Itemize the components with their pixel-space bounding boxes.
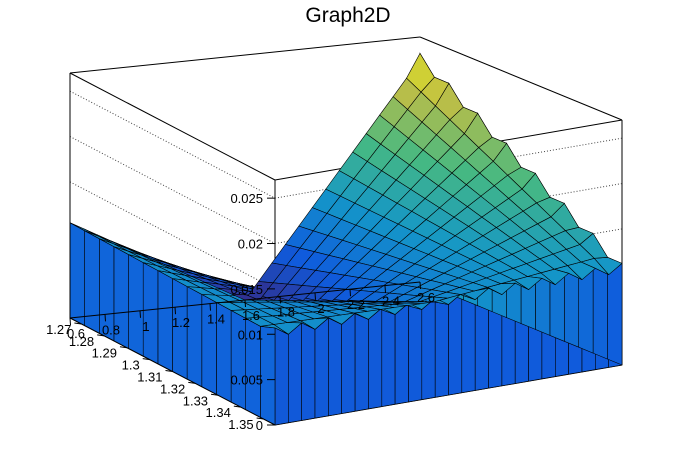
y-tick-label: 1.32 — [160, 381, 185, 396]
surface-wall-left — [84, 230, 100, 334]
x-tick — [104, 314, 106, 322]
x-tick — [69, 317, 71, 326]
z-tick-label: 0.02 — [238, 237, 263, 252]
axis-ticks: 0.6 0.8 1 1.2 1.4 1.6 1.8 2 2.2 2.4 2.6 1.271.281.2… — [46, 191, 435, 433]
surface-wall-back — [287, 322, 303, 424]
x-tick-label: 1.4 — [207, 312, 225, 327]
x-tick-label: 2.4 — [382, 294, 400, 309]
y-tick — [97, 334, 105, 337]
surface-wall-back — [434, 297, 449, 398]
x-tick — [279, 296, 281, 304]
surface-wall-back — [368, 307, 383, 410]
surface-wall-back — [421, 297, 436, 400]
x-tick-label: 2 — [317, 301, 324, 316]
surface-wall-back — [301, 322, 316, 421]
front-top-edge — [69, 36, 421, 74]
grid-line-left — [69, 136, 276, 244]
x-tick-label: 0.8 — [102, 322, 120, 337]
surface-wall-back — [354, 312, 369, 412]
surface-wall-left — [128, 254, 144, 357]
y-tick — [188, 381, 196, 384]
y-tick-label: 1.3 — [122, 358, 140, 373]
y-tick — [210, 393, 219, 396]
surface-wall-left — [186, 285, 203, 388]
left-top-edge — [69, 72, 276, 181]
surface-wall-left — [157, 269, 173, 372]
x-tick — [384, 285, 386, 293]
y-tick — [165, 370, 173, 372]
y-tick-label: 1.27 — [46, 322, 71, 337]
surface-wall-back — [328, 317, 343, 417]
y-tick-label: 1.31 — [137, 370, 162, 385]
surface-wall-left — [69, 222, 85, 327]
x-tick-label: 1.8 — [277, 304, 295, 319]
x-tick-label: 1.2 — [172, 315, 190, 330]
y-tick — [233, 405, 241, 408]
x-tick — [244, 299, 246, 308]
y-tick-label: 1.29 — [92, 346, 117, 361]
grid-line-left — [69, 90, 276, 199]
surface-wall-back — [461, 292, 476, 394]
surface-wall-back — [314, 317, 329, 419]
y-tick-label: 1.34 — [206, 405, 231, 420]
x-tick — [174, 307, 176, 315]
x-tick-label: 1 — [142, 319, 149, 334]
chart-title: Graph2D — [305, 4, 391, 27]
x-tick — [349, 289, 351, 297]
surface-wall-left — [201, 293, 217, 395]
z-tick-label: 0.025 — [230, 191, 263, 206]
x-tick-label: 2.2 — [347, 297, 365, 312]
x-tick-label: 2.6 — [417, 290, 435, 305]
grid-line-left — [69, 181, 276, 290]
x-tick — [419, 281, 421, 290]
y-tick — [256, 417, 264, 420]
y-tick-label: 1.33 — [183, 393, 208, 408]
y-tick — [119, 346, 128, 349]
x-tick — [314, 292, 316, 300]
x-tick — [209, 303, 211, 311]
y-tick-label: 1.35 — [228, 417, 253, 432]
surface-wall-back — [341, 312, 356, 414]
surface-wall-left — [142, 262, 159, 365]
y-tick-label: 1.28 — [69, 334, 94, 349]
surface-wall-left — [230, 309, 246, 411]
z-tick-label: 0.005 — [230, 373, 263, 388]
x-tick-label: 1.6 — [242, 308, 260, 323]
surface-cell — [69, 222, 99, 237]
x-tick-label: 0.6 — [67, 326, 85, 341]
surface-wall-back — [448, 292, 463, 396]
z-tick-label: 0 — [256, 418, 263, 433]
surface-wall-back — [394, 302, 409, 405]
z-tick-label: 0.015 — [230, 282, 263, 297]
surface-wall-back — [274, 327, 289, 426]
x-tick — [139, 310, 141, 318]
y-tick — [74, 322, 82, 325]
right-top-edge — [419, 36, 623, 121]
y-tick — [142, 358, 150, 361]
surface-wall-back — [381, 307, 396, 407]
z-tick-label: 0.01 — [238, 327, 263, 342]
surface-mesh — [69, 52, 623, 426]
surface-wall-back — [408, 302, 423, 403]
